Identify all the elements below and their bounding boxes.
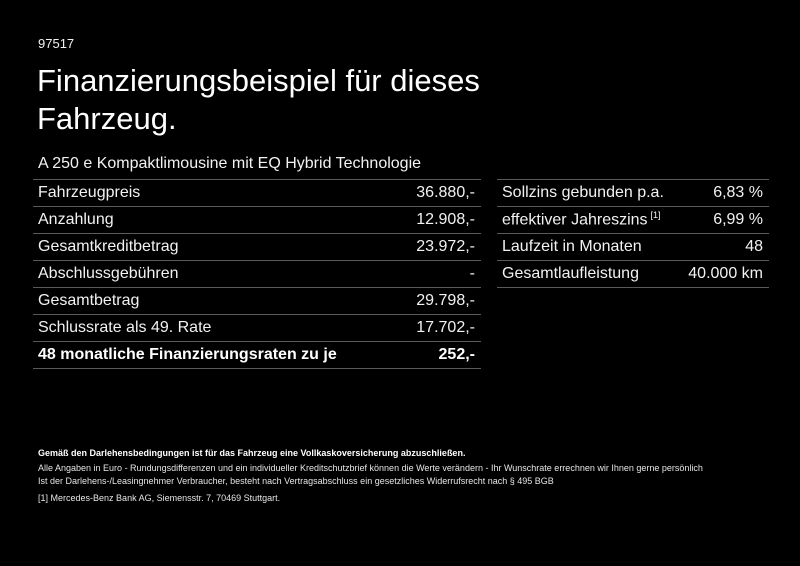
legal-notes: Gemäß den Darlehensbedingungen ist für d… [38, 447, 778, 505]
row-value: 6,99 % [713, 211, 763, 228]
row-label: effektiver Jahreszins [1] [502, 210, 661, 229]
disclaimer-line: Alle Angaben in Euro - Rundungsdifferenz… [38, 463, 703, 473]
row-label: Sollzins gebunden p.a. [502, 184, 664, 201]
footnote-text: Mercedes-Benz Bank AG, Siemensstr. 7, 70… [50, 493, 281, 503]
row-value: 17.702,- [416, 319, 475, 336]
table-row: Gesamtlaufleistung 40.000 km [497, 261, 769, 288]
row-label: Schlussrate als 49. Rate [38, 319, 212, 336]
row-label: Gesamtlaufleistung [502, 265, 639, 282]
table-row: Abschlussgebühren - [33, 261, 481, 288]
page-title: Finanzierungsbeispiel für dieses Fahrzeu… [37, 63, 480, 136]
label-text: effektiver Jahreszins [502, 211, 648, 229]
table-row: Laufzeit in Monaten 48 [497, 234, 769, 261]
table-row: Sollzins gebunden p.a. 6,83 % [497, 180, 769, 207]
row-label: 48 monatliche Finanzierungsraten zu je [38, 346, 337, 363]
row-value: 40.000 km [688, 265, 763, 282]
row-label: Fahrzeugpreis [38, 184, 141, 201]
vehicle-subtitle: A 250 e Kompaktlimousine mit EQ Hybrid T… [38, 155, 422, 172]
row-value: 48 [745, 238, 763, 255]
offer-code: 97517 [38, 36, 75, 51]
table-row: effektiver Jahreszins [1] 6,99 % [497, 207, 769, 234]
table-row: Fahrzeugpreis 36.880,- [33, 180, 481, 207]
row-label: Anzahlung [38, 211, 114, 228]
row-value: 252,- [438, 346, 475, 363]
insurance-note: Gemäß den Darlehensbedingungen ist für d… [38, 448, 466, 458]
interest-table: Sollzins gebunden p.a. 6,83 % effektiver… [497, 179, 769, 288]
withdrawal-line: Ist der Darlehens-/Leasingnehmer Verbrau… [38, 476, 554, 486]
divider [497, 179, 769, 180]
table-row: Gesamtbetrag 29.798,- [33, 288, 481, 315]
footnote-marker: [1] [38, 493, 49, 503]
table-row: Schlussrate als 49. Rate 17.702,- [33, 315, 481, 342]
row-label: Gesamtkreditbetrag [38, 238, 179, 255]
footnote: [1] Mercedes-Benz Bank AG, Siemensstr. 7… [38, 492, 778, 505]
row-value: 6,83 % [713, 184, 763, 201]
divider [33, 179, 481, 180]
financing-table: Fahrzeugpreis 36.880,- Anzahlung 12.908,… [33, 179, 481, 369]
row-value: 12.908,- [416, 211, 475, 228]
row-label: Gesamtbetrag [38, 292, 140, 309]
table-row: Gesamtkreditbetrag 23.972,- [33, 234, 481, 261]
row-value: 36.880,- [416, 184, 475, 201]
footnote-ref: [1] [650, 210, 661, 221]
table-row: Anzahlung 12.908,- [33, 207, 481, 234]
row-label: Abschlussgebühren [38, 265, 179, 282]
row-label: Laufzeit in Monaten [502, 238, 642, 255]
row-value: 23.972,- [416, 238, 475, 255]
monthly-rate-row: 48 monatliche Finanzierungsraten zu je 2… [33, 342, 481, 369]
row-value: 29.798,- [416, 292, 475, 309]
row-value: - [469, 265, 475, 282]
